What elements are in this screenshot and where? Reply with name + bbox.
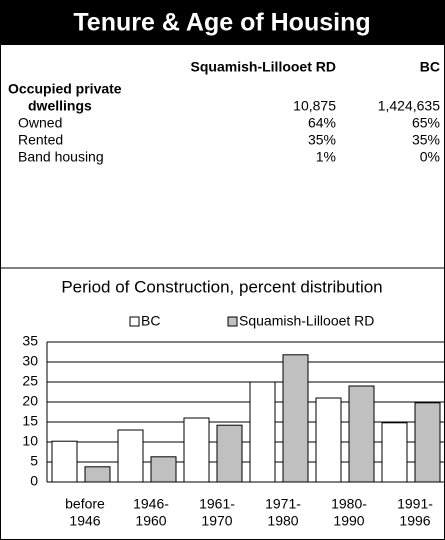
y-tick-label: 5 — [30, 453, 38, 469]
chart-title: Period of Construction, percent distribu… — [61, 277, 382, 296]
cell-value: 35% — [308, 132, 336, 148]
y-tick-label: 30 — [22, 353, 38, 369]
bar — [117, 429, 144, 483]
x-tick-label: 1996 — [399, 513, 430, 529]
x-tick-label: 1970 — [201, 513, 232, 529]
row-label: Rented — [18, 132, 63, 148]
bar — [414, 402, 441, 483]
cell-value: 0% — [420, 149, 440, 165]
x-tick-label: 1980- — [331, 496, 367, 512]
x-tick-label: 1971- — [265, 496, 301, 512]
title-bar — [0, 0, 445, 45]
bar — [183, 417, 210, 483]
bar — [348, 385, 375, 483]
bar — [84, 466, 111, 483]
cell-value: 65% — [412, 115, 440, 131]
row-label: dwellings — [28, 98, 92, 114]
bar — [381, 422, 408, 483]
x-tick-label: 1960 — [135, 513, 166, 529]
y-tick-label: 10 — [22, 433, 38, 449]
x-tick-label: before — [65, 496, 105, 512]
y-tick-label: 20 — [22, 393, 38, 409]
legend-swatch — [227, 316, 238, 327]
x-tick-label: 1946- — [133, 496, 169, 512]
row-label: Band housing — [18, 149, 104, 165]
column-header: Squamish-Lillooet RD — [191, 59, 336, 75]
cell-value: 35% — [412, 132, 440, 148]
cell-value: 64% — [308, 115, 336, 131]
y-tick-label: 35 — [22, 333, 38, 349]
x-tick-label: 1961- — [199, 496, 235, 512]
x-tick-label: 1991- — [397, 496, 433, 512]
cell-value: 1% — [316, 149, 336, 165]
row-label: Owned — [18, 115, 62, 131]
x-tick-label: 1980 — [267, 513, 298, 529]
y-tick-label: 0 — [30, 473, 38, 489]
bar — [249, 381, 276, 483]
bar — [150, 456, 177, 483]
cell-value: 10,875 — [293, 98, 336, 114]
x-tick-label: 1946 — [69, 513, 100, 529]
bar — [51, 440, 78, 483]
bar — [315, 397, 342, 483]
row-label: Occupied private — [8, 81, 122, 97]
bar — [216, 424, 243, 483]
legend-label: BC — [141, 313, 160, 329]
legend-label: Squamish-Lillooet RD — [239, 313, 374, 329]
y-tick-label: 25 — [22, 373, 38, 389]
column-header: BC — [420, 59, 440, 75]
bar — [282, 354, 309, 483]
legend-swatch — [129, 316, 140, 327]
y-tick-label: 15 — [22, 413, 38, 429]
cell-value: 1,424,635 — [378, 98, 440, 114]
x-tick-label: 1990 — [333, 513, 364, 529]
page-title: Tenure & Age of Housing — [73, 9, 370, 37]
